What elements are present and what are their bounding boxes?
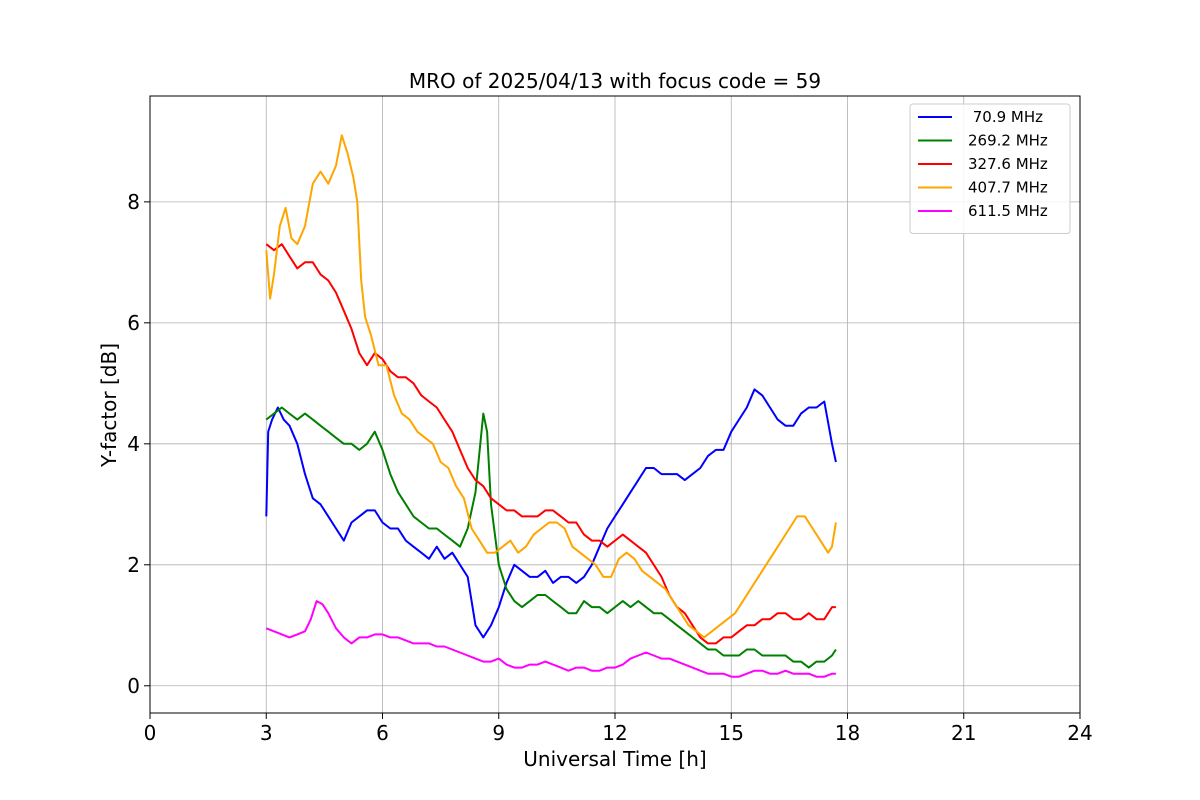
series-line-1 bbox=[265, 406, 837, 669]
legend-label-1: 269.2 MHz bbox=[968, 132, 1048, 150]
x-tick-label-4: 12 bbox=[602, 721, 627, 745]
x-tick-label-1: 3 bbox=[260, 721, 273, 745]
x-tick-label-7: 21 bbox=[951, 721, 976, 745]
legend-box bbox=[909, 103, 1071, 234]
x-axis-label: Universal Time [h] bbox=[523, 747, 706, 771]
series-line-3 bbox=[265, 134, 837, 639]
y-tick-label-3: 6 bbox=[127, 311, 140, 335]
legend: 70.9 MHz 269.2 MHz 327.6 MHz 407.7 MHz 611.5… bbox=[909, 103, 1071, 234]
x-tick-label-6: 18 bbox=[835, 721, 860, 745]
legend-label-0: 70.9 MHz bbox=[968, 108, 1043, 126]
x-tick-label-2: 6 bbox=[376, 721, 389, 745]
legend-label-2: 327.6 MHz bbox=[968, 155, 1048, 173]
series-line-2 bbox=[265, 243, 836, 645]
series-line-0 bbox=[265, 388, 837, 639]
legend-label-3: 407.7 MHz bbox=[968, 179, 1048, 197]
series-line-4 bbox=[265, 600, 836, 678]
y-axis-label: Y-factor [dB] bbox=[97, 343, 121, 468]
y-tick-label-4: 8 bbox=[127, 190, 140, 214]
x-tick-label-5: 15 bbox=[719, 721, 744, 745]
x-tick-label-8: 24 bbox=[1067, 721, 1092, 745]
y-tick-label-0: 0 bbox=[127, 674, 140, 698]
legend-label-4: 611.5 MHz bbox=[968, 202, 1048, 220]
x-tick-label-0: 0 bbox=[144, 721, 157, 745]
chart-title: MRO of 2025/04/13 with focus code = 59 bbox=[409, 69, 821, 93]
x-tick-label-3: 9 bbox=[492, 721, 505, 745]
y-tick-label-1: 2 bbox=[127, 553, 140, 577]
y-tick-label-2: 4 bbox=[127, 432, 140, 456]
series-lines bbox=[265, 134, 837, 678]
